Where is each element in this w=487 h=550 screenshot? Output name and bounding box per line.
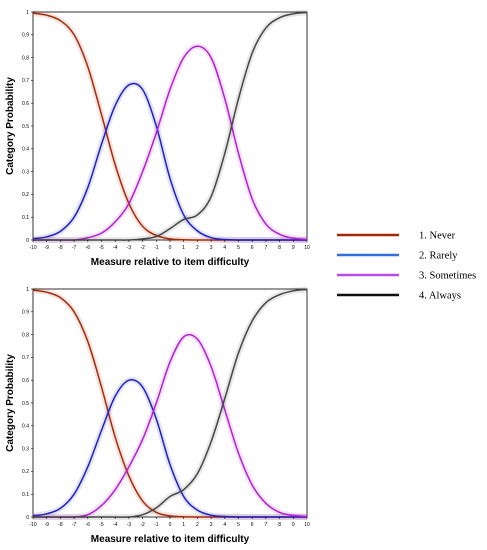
legend: 1. Never 2. Rarely 3. Sometimes 4. Always [337,231,476,302]
series-line-4 [33,288,308,518]
x-tick-label: 10 [304,522,310,528]
x-tick-label: 0 [169,245,172,251]
series-line-4 [33,11,308,241]
x-tick-label: 9 [292,522,295,528]
x-tick-label: 3 [210,522,213,528]
plot-frame [32,11,308,241]
series-halo-4 [33,9,308,244]
series-line-2 [32,82,307,241]
y-tick-label: 0.4 [22,147,29,153]
x-tick-label: -2 [140,245,145,251]
y-tick-label: 1 [26,10,29,16]
y-tick-label: 0.7 [22,78,29,84]
x-tick-label: 0 [169,522,172,528]
x-tick-label: -6 [86,522,91,528]
y-tick-label: 0.1 [22,215,29,221]
x-tick-label: 5 [237,522,240,528]
x-tick-label: 8 [278,522,281,528]
x-axis-title: Measure relative to item difficulty [91,534,250,545]
plot-frame [32,288,308,518]
x-tick-label: -8 [58,245,63,251]
y-axis-title: Category Probability [5,354,16,452]
x-tick-label: 1 [182,245,185,251]
x-tick-label: -8 [58,522,63,528]
x-tick-label: 5 [237,245,240,251]
y-tick-label: 0.8 [22,55,29,61]
series-line-1 [32,289,307,518]
x-tick-label: -7 [72,522,77,528]
x-tick-label: -1 [154,245,159,251]
x-tick-label: 6 [251,245,254,251]
y-axis-title: Category Probability [5,77,16,175]
x-tick-label: -3 [127,245,132,251]
x-tick-label: 4 [223,522,226,528]
x-tick-label: -5 [99,245,104,251]
series-halo-3 [33,43,308,244]
y-tick-label: 0.2 [22,192,29,198]
x-tick-label: -6 [86,245,91,251]
series-line-3 [33,45,308,241]
y-tick-label: 0.4 [22,424,29,430]
legend-label-2: 2. Rarely [419,251,458,262]
y-tick-label: 0.2 [22,469,29,475]
y-tick-label: 0.6 [22,101,29,107]
y-tick-label: 0.5 [22,401,29,407]
y-tick-label: 0.3 [22,446,29,452]
x-tick-label: -4 [113,522,118,528]
series-halo-1 [32,287,307,521]
x-tick-label: 3 [210,245,213,251]
x-tick-label: -7 [72,245,77,251]
x-tick-label: -9 [44,522,49,528]
x-tick-label: 2 [196,245,199,251]
chart-panel-1: -10 -9 -8 -7 -6 -5 -4 -3 -2 -1 0 1 2 3 4 5 6 7 8 9 1000.10.2… [5,9,310,268]
x-tick-label: 10 [304,245,310,251]
y-tick-label: 0.5 [22,124,29,130]
x-tick-label: 9 [292,245,295,251]
x-tick-label: -10 [29,245,36,251]
x-axis-title: Measure relative to item difficulty [91,257,250,268]
x-tick-label: 7 [265,245,268,251]
x-tick-label: -1 [154,522,159,528]
legend-label-1: 1. Never [419,231,456,242]
x-tick-label: 6 [251,522,254,528]
y-tick-label: 0.8 [22,332,29,338]
x-tick-label: 4 [223,245,226,251]
x-tick-label: -10 [29,522,36,528]
x-tick-label: 1 [182,522,185,528]
x-tick-label: -5 [99,522,104,528]
series-line-1 [32,12,307,241]
x-tick-label: 8 [278,245,281,251]
series-halo-1 [32,10,307,244]
y-tick-label: 0 [26,515,29,521]
legend-label-3: 3. Sometimes [419,271,476,282]
legend-label-4: 4. Always [419,291,461,302]
series-line-2 [32,378,307,518]
y-tick-label: 0.1 [22,492,29,498]
y-tick-label: 0.9 [22,310,29,316]
y-tick-label: 0.7 [22,355,29,361]
x-tick-label: -4 [113,245,118,251]
y-tick-label: 0 [26,238,29,244]
x-tick-label: 2 [196,522,199,528]
x-tick-label: 7 [265,522,268,528]
chart-panel-2: -10 -9 -8 -7 -6 -5 -4 -3 -2 -1 0 1 2 3 4 5 6 7 8 9 1000.10.2… [5,286,310,545]
series-halo-4 [33,286,308,521]
x-tick-label: -9 [44,245,49,251]
x-tick-label: -2 [140,522,145,528]
x-tick-label: -3 [127,522,132,528]
y-tick-label: 1 [26,287,29,293]
y-tick-label: 0.9 [22,33,29,39]
y-tick-label: 0.3 [22,169,29,175]
y-tick-label: 0.6 [22,378,29,384]
